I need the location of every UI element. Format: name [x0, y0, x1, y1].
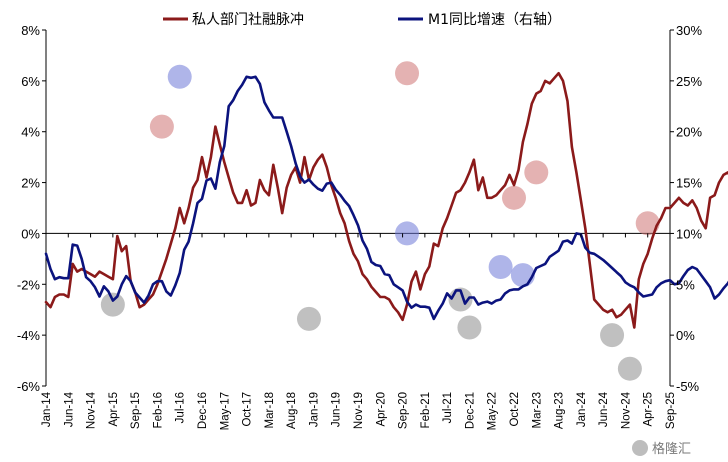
x-tick-label: Aug-23 [554, 392, 566, 429]
x-tick-label: Mar-18 [264, 392, 276, 428]
y-left-tick-label: -2% [17, 277, 41, 292]
y-left-tick-label: 4% [21, 125, 40, 140]
highlight-circle-private-sector [395, 61, 420, 86]
x-tick-label: Jan-24 [576, 391, 588, 427]
y-right-tick-label: 10% [676, 226, 702, 241]
y-right-tick-label: 15% [676, 176, 702, 191]
y-right-tick-label: 0% [676, 328, 695, 343]
series-line-private-sector [44, 71, 728, 329]
x-tick-label: Dec-16 [197, 392, 209, 429]
legend-label-private-sector: 私人部门社融脉冲 [192, 12, 304, 28]
plot-area [44, 30, 728, 386]
y-left-tick-label: 8% [21, 23, 40, 38]
right-axis-tick-labels: 30% 25% 20% 15% 10% 5% 0% -5% [670, 23, 702, 394]
highlight-circle-m1 [100, 292, 125, 317]
x-tick-label: Mar-23 [531, 392, 543, 428]
x-tick-label: Sep-15 [130, 392, 142, 429]
x-tick-label: Jul-21 [442, 392, 454, 423]
x-tick-label: Jan-14 [41, 391, 53, 427]
x-tick-label: May-22 [487, 392, 499, 430]
highlight-circle-private-sector [502, 185, 526, 210]
x-tick-label: Oct-17 [242, 392, 254, 427]
x-tick-label: Nov-19 [353, 392, 365, 429]
left-axis-tick-labels: 8% 6% 4% 2% 0% -2% -4% -6% [17, 23, 46, 394]
x-tick-label: Aug-18 [286, 392, 298, 429]
watermark: 格隆汇 [632, 440, 691, 457]
x-tick-label: Nov-14 [86, 391, 98, 429]
y-right-tick-label: 25% [676, 74, 702, 89]
x-tick-label: Apr-25 [643, 392, 655, 427]
x-tick-label: Oct-22 [509, 392, 521, 427]
x-tick-label: Apr-15 [108, 392, 120, 427]
highlight-circle-private-sector [149, 114, 174, 139]
y-right-tick-label: -5% [676, 379, 700, 394]
highlight-circle-m1 [510, 263, 535, 288]
series-lines [44, 71, 728, 329]
highlight-circle-m1 [395, 221, 420, 246]
highlight-circle-m1 [617, 356, 642, 381]
x-axis-ticks: Jan-14 Jun-14 Nov-14 Apr-15 Sep-15 Feb-16 Jul-… [41, 233, 677, 430]
x-tick-label: Jan-19 [308, 392, 320, 427]
x-tick-label: Dec-21 [464, 392, 476, 429]
y-right-tick-label: 20% [676, 125, 702, 140]
highlight-circle-private-sector [524, 160, 549, 185]
highlight-circle-trough [600, 323, 625, 348]
legend-label-m1: M1同比增速（右轴） [428, 12, 561, 28]
x-tick-label: May-17 [219, 392, 231, 430]
highlight-circle-m1 [167, 64, 192, 89]
y-left-tick-label: -4% [17, 328, 41, 343]
watermark-text: 格隆汇 [652, 441, 691, 457]
x-tick-label: Jul-16 [175, 392, 187, 423]
highlight-circle-trough [457, 315, 482, 340]
x-tick-label: Sep-20 [398, 392, 410, 429]
highlight-circle-private-sector [635, 211, 660, 236]
y-right-tick-label: 5% [676, 277, 695, 292]
x-tick-label: Jun-24 [598, 391, 610, 427]
x-tick-label: Jun-14 [63, 391, 75, 427]
highlight-circle-m1 [488, 254, 513, 279]
y-left-tick-label: 6% [21, 74, 40, 89]
x-tick-label: Nov-24 [620, 391, 632, 429]
highlight-circle-m1 [296, 306, 321, 331]
x-tick-label: Feb-16 [152, 392, 164, 428]
x-tick-label: Sep-25 [665, 392, 677, 429]
y-right-tick-label: 30% [676, 23, 702, 38]
y-left-tick-label: 0% [21, 226, 40, 241]
series-line-m1 [44, 75, 728, 321]
legend: 私人部门社融脉冲 M1同比增速（右轴） [163, 12, 561, 28]
x-tick-label: Feb-21 [420, 392, 432, 428]
x-tick-label: Jun-19 [331, 392, 343, 427]
y-left-tick-label: 2% [21, 176, 40, 191]
y-left-tick-label: -6% [17, 379, 41, 394]
x-tick-label: Apr-20 [375, 392, 387, 427]
